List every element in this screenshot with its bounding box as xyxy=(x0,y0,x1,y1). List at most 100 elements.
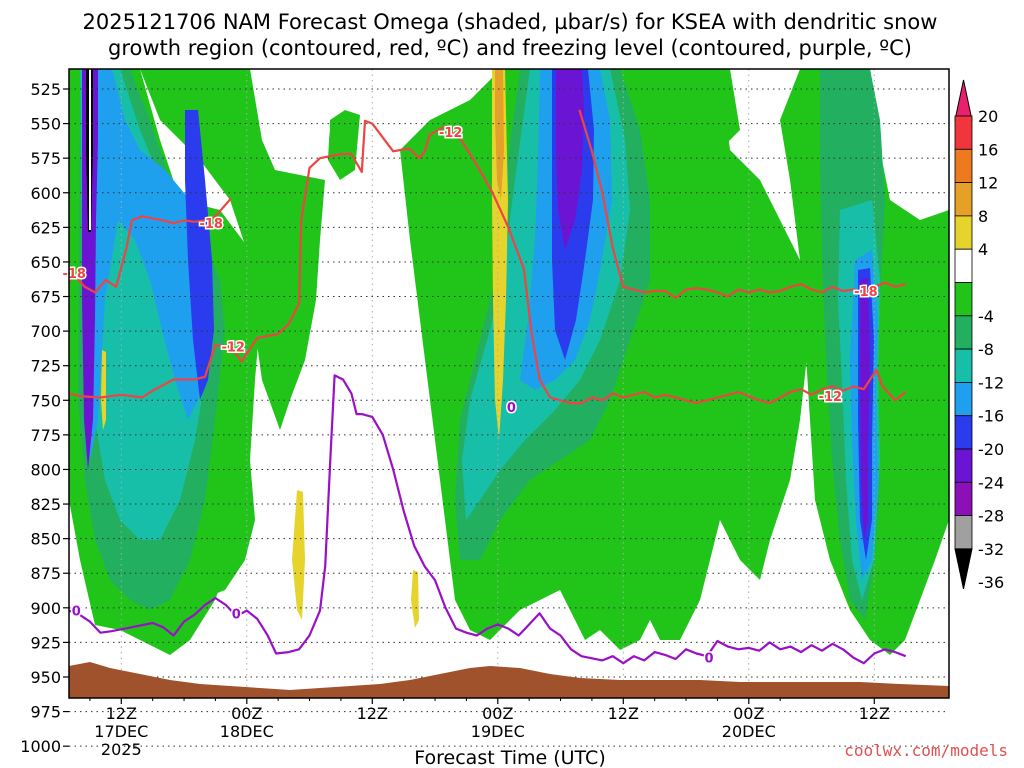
y-tick-label: 975 xyxy=(30,703,61,722)
omega-core-purple-right xyxy=(860,278,870,540)
colorbar-label: -20 xyxy=(978,440,1004,459)
terrain-ground xyxy=(69,662,949,698)
colorbar-bottom-arrow xyxy=(954,548,973,590)
omega-positive-center xyxy=(492,69,508,440)
x-tick-label-date: 20DEC xyxy=(722,722,776,741)
colorbar-swatch xyxy=(954,282,973,317)
omega-shading xyxy=(69,69,949,655)
omega-core-purple-center xyxy=(556,69,584,250)
y-tick-label: 575 xyxy=(30,149,61,168)
contour-label: 0 xyxy=(232,607,241,622)
chart-title-line1: 2025121706 NAM Forecast Omega (shaded, µ… xyxy=(83,10,938,34)
colorbar-label: 20 xyxy=(978,107,998,126)
colorbar-label: -12 xyxy=(978,373,1004,392)
colorbar-swatch xyxy=(954,448,973,483)
colorbar-swatch xyxy=(954,115,973,150)
x-tick-label-time: 00Z xyxy=(733,704,764,723)
colorbar-swatch xyxy=(954,515,973,550)
colorbar-label: -28 xyxy=(978,507,1004,526)
y-tick-label: 900 xyxy=(30,599,61,618)
colorbar-top-arrow xyxy=(954,79,973,121)
y-tick-label: 925 xyxy=(30,633,61,652)
x-tick-label-date: 19DEC xyxy=(471,722,525,741)
credit-text: coolwx.com/models xyxy=(844,741,1008,760)
omega-white-gap xyxy=(262,69,330,170)
x-tick-label-time: 00Z xyxy=(231,704,262,723)
colorbar-label: 12 xyxy=(978,174,998,193)
contour-lines xyxy=(69,109,907,665)
contour-label: -12 xyxy=(221,340,245,355)
y-tick-label: 725 xyxy=(30,357,61,376)
x-tick-label-time: 12Z xyxy=(106,704,137,723)
colorbar-label: -32 xyxy=(978,540,1004,559)
x-tick-label-time: 12Z xyxy=(608,704,639,723)
contour-label: 0 xyxy=(72,605,81,620)
contour-label: -18 xyxy=(854,285,878,300)
contour-label: 0 xyxy=(705,652,714,667)
colorbar-swatch xyxy=(954,481,973,516)
contour-label: -18 xyxy=(62,267,86,282)
y-tick-label: 750 xyxy=(30,391,61,410)
y-tick-label: 850 xyxy=(30,530,61,549)
colorbar-swatch xyxy=(954,415,973,450)
colorbar: 20 16 12 8 4 -4 -8 -12 -16 -20 -24 -28 -32 -36 xyxy=(954,79,1004,592)
omega-positive-blob-c xyxy=(101,350,106,430)
colorbar-swatch xyxy=(954,148,973,184)
x-tick-label-time: 12Z xyxy=(357,704,388,723)
omega-core-purple-left xyxy=(82,69,98,470)
contour-label: -18 xyxy=(199,217,223,232)
omega-region-left-upper xyxy=(140,69,325,430)
contour-line xyxy=(578,109,906,299)
x-tick-label-date: 17DEC xyxy=(94,722,148,741)
y-tick-label: 800 xyxy=(30,460,61,479)
y-tick-label: 700 xyxy=(30,322,61,341)
colorbar-label: -36 xyxy=(978,573,1004,592)
y-tick-label: 650 xyxy=(30,253,61,272)
omega-positive-blob-b xyxy=(411,570,419,628)
omega-layer-deepblue-left xyxy=(185,110,214,400)
y-tick-label: 675 xyxy=(30,288,61,307)
chart-title-line2: growth region (contoured, red, ºC) and f… xyxy=(108,36,912,60)
colorbar-label: 4 xyxy=(978,240,988,259)
colorbar-swatch xyxy=(954,348,973,383)
y-axis-ticks: 525 550 575 600 625 650 675 700 725 750 775 800 825 8… xyxy=(20,80,69,756)
omega-region-small-a xyxy=(328,110,360,180)
y-tick-label: 600 xyxy=(30,184,61,203)
omega-positive-center-core xyxy=(495,69,504,200)
colorbar-label: -4 xyxy=(978,307,994,326)
x-tick-label-time: 12Z xyxy=(859,704,890,723)
colorbar-label: -16 xyxy=(978,407,1004,426)
y-tick-label: 825 xyxy=(30,495,61,514)
contour-line xyxy=(69,197,232,294)
y-tick-label: 950 xyxy=(30,668,61,687)
colorbar-swatch xyxy=(954,248,973,283)
colorbar-swatch xyxy=(954,182,973,217)
contour-line xyxy=(69,119,907,405)
x-tick-label-time: 00Z xyxy=(482,704,513,723)
colorbar-label: -24 xyxy=(978,473,1004,492)
omega-positive-blob-a xyxy=(292,490,305,620)
contour-labels: -18 -18 -18 -12 -12 -12 0 0 0 0 xyxy=(61,124,879,668)
x-axis-label: Forecast Time (UTC) xyxy=(414,747,605,768)
x-tick-label-year: 2025 xyxy=(101,740,142,759)
y-tick-label: 875 xyxy=(30,564,61,583)
y-tick-label: 550 xyxy=(30,115,61,134)
omega-layer-blue-left xyxy=(82,69,205,460)
omega-core-white-left xyxy=(89,69,91,230)
contour-line xyxy=(69,374,907,665)
colorbar-swatch xyxy=(954,315,973,350)
colorbar-label: -8 xyxy=(978,340,994,359)
colorbar-swatch xyxy=(954,215,973,250)
y-tick-label: 1000 xyxy=(20,737,61,756)
colorbar-label: 8 xyxy=(978,207,988,226)
contour-label: -12 xyxy=(819,390,843,405)
y-tick-label: 775 xyxy=(30,426,61,445)
colorbar-swatch xyxy=(954,381,973,417)
y-tick-label: 625 xyxy=(30,218,61,237)
plot-frame xyxy=(68,68,950,699)
contour-label: -12 xyxy=(439,126,463,141)
contour-label: 0 xyxy=(507,401,516,416)
y-tick-label: 525 xyxy=(30,80,61,99)
